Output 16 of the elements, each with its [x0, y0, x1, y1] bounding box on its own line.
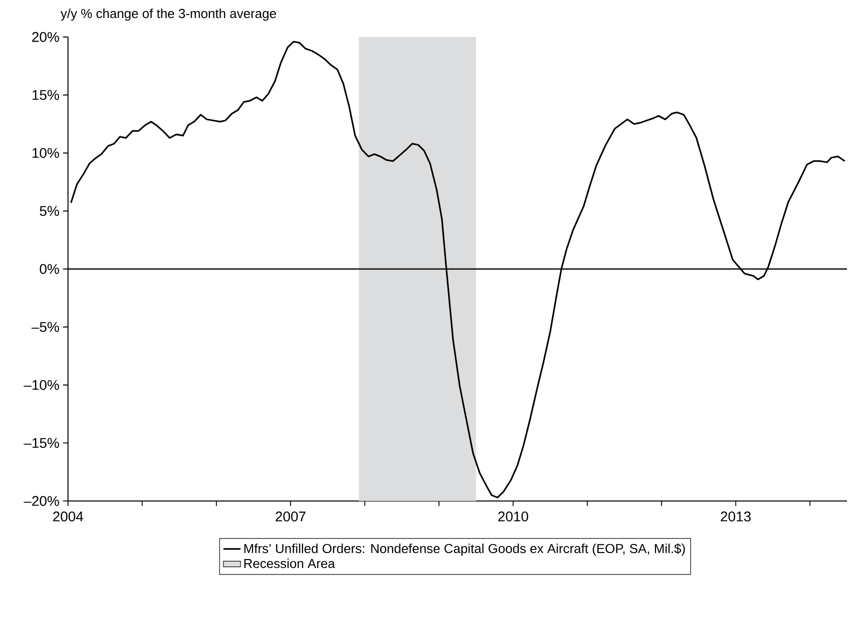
y-tick-label: –20% — [24, 496, 59, 506]
x-tick-label: 2010 — [498, 512, 528, 522]
x-tick-label: 2007 — [276, 512, 306, 522]
legend-label: Mfrs’ Unfilled Orders: Nondefense Capital Goods ex Aircraft (EOP, SA, Mil.$) — [244, 543, 685, 556]
y-tick-label: 20% — [32, 32, 59, 42]
y-tick-label: 15% — [32, 90, 59, 100]
y-tick-label: 5% — [40, 206, 60, 216]
y-tick-label: –5% — [31, 322, 59, 332]
x-tick-label: 2004 — [53, 512, 84, 522]
y-tick-label: –10% — [24, 380, 59, 390]
legend-label: Recession Area — [244, 558, 336, 568]
y-tick-label: 10% — [32, 148, 59, 158]
y-axis-title: y/y % change of the 3-month average — [60, 8, 276, 21]
y-tick-label: 0% — [40, 264, 60, 274]
x-tick-label: 2013 — [720, 512, 751, 522]
y-tick-label: –15% — [24, 438, 59, 448]
